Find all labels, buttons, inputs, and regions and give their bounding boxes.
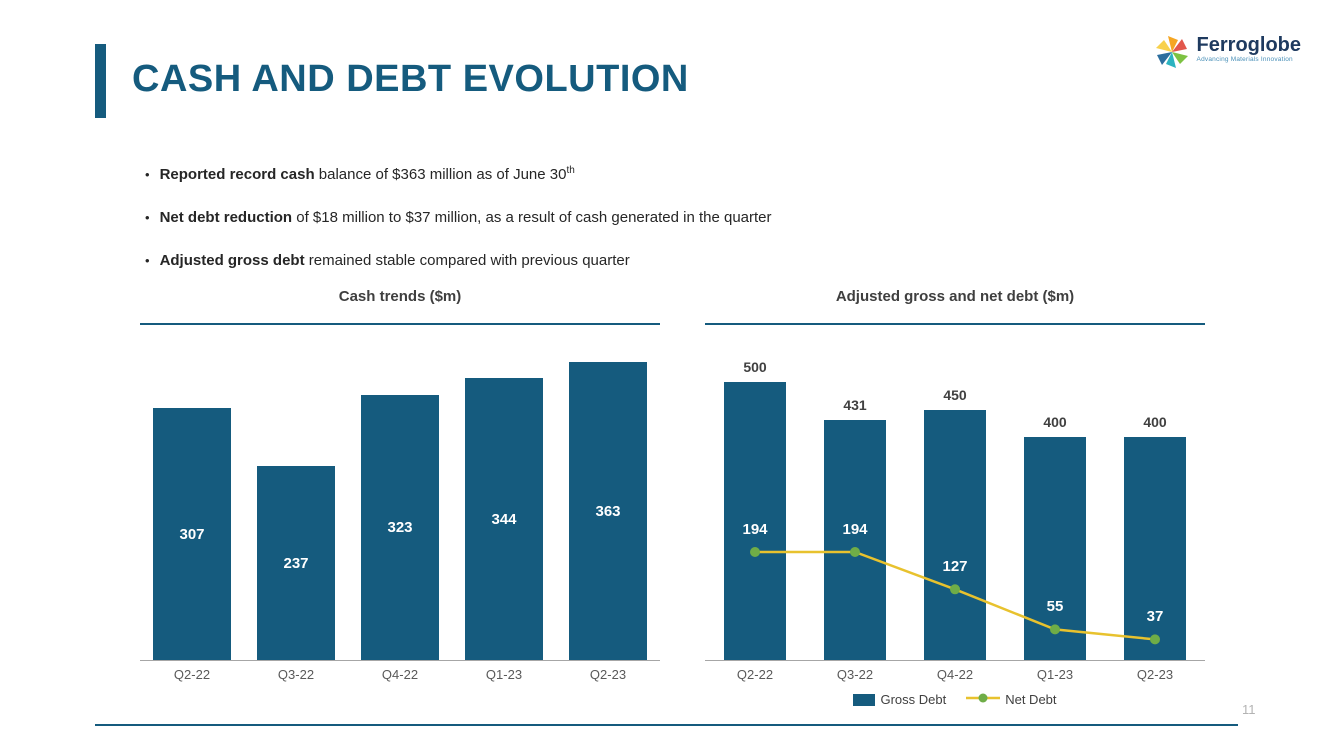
chart-title-underline [140,323,660,325]
line-value-label: 194 [842,521,868,539]
bullet-text: balance of $363 million as of June 30 [314,166,567,183]
bullet-dot: • [145,167,150,182]
x-axis-tick-label: Q3-22 [277,667,315,682]
x-axis-tick-label: Q2-23 [1136,667,1174,682]
line-value-label: 37 [1146,608,1164,626]
logo-tagline: Advancing Materials Innovation [1196,56,1293,63]
bar-column: 237 [257,466,335,660]
bar-value-label: 363 [595,502,621,520]
x-axis-tick-label: Q2-22 [173,667,211,682]
bar-column: 450 [924,387,986,660]
bar: 237 [257,466,335,660]
title-accent-bar [95,44,106,118]
bullet-item: • Net debt reduction of $18 million to $3… [145,209,1125,226]
page-title: CASH AND DEBT EVOLUTION [132,58,689,100]
gross-debt-swatch-icon [853,693,876,706]
logo-name: Ferroglobe [1196,34,1301,56]
bar-value-label: 431 [843,397,867,413]
bullet-text: of $18 million to $37 million, as a resu… [292,209,772,226]
bar: 307 [153,408,231,660]
x-axis-tick-label: Q3-22 [836,667,874,682]
bullet-superscript: th [566,165,575,176]
bar-value-label: 450 [943,387,967,403]
bullet-list: • Reported record cash balance of $363 mi… [145,162,1125,295]
bar-value-label: 400 [1143,414,1167,430]
bar: 363 [569,362,647,660]
x-axis-tick-label: Q2-23 [589,667,627,682]
cash-trends-chart-title: Cash trends ($m) [338,288,462,305]
ferroglobe-logo: Ferroglobe Advancing Materials Innovatio… [1154,34,1301,75]
ferroglobe-logo-icon [1154,34,1190,75]
bar-value-label: 500 [743,359,767,375]
bar: 323 [361,395,439,660]
bar [824,420,886,660]
page-number: 11 [1242,702,1256,717]
x-axis-tick-label: Q1-23 [1036,667,1074,682]
bar-value-label: 323 [387,519,413,536]
bar [1124,437,1186,660]
bar-value-label: 344 [491,510,517,528]
bar-column: 323 [361,395,439,660]
chart-title-underline [705,323,1205,325]
legend-item-net-debt: Net Debt [966,692,1057,707]
bar-column: 363 [569,362,647,660]
debt-chart-title: Adjusted gross and net debt ($m) [835,288,1075,305]
legend-label: Gross Debt [880,692,947,707]
gross-net-debt-chart: 500 431 450 400 400 194 194 127 55 37 [705,340,1205,661]
x-axis-tick-label: Q4-22 [936,667,974,682]
bullet-bold-text: Adjusted gross debt [159,252,305,269]
bar-column: 307 [153,408,231,660]
bullet-item: • Reported record cash balance of $363 mi… [145,162,1125,183]
bullet-bold-text: Reported record cash [159,166,315,183]
bar-value-label: 400 [1043,414,1067,430]
x-axis-tick-label: Q4-22 [381,667,419,682]
bar-column: 400 [1024,414,1086,660]
bullet-text: remained stable compared with previous q… [304,252,630,269]
bullet-dot: • [145,210,150,225]
bar-value-label: 307 [179,525,205,543]
bar-column: 344 [465,378,543,660]
cash-trends-x-axis: Q2-22 Q3-22 Q4-22 Q1-23 Q2-23 [140,667,660,682]
line-value-label: 194 [742,521,768,539]
cash-trends-chart: 307 237 323 344 363 [140,340,660,661]
bar [1024,437,1086,660]
line-value-label: 55 [1046,598,1064,616]
legend-item-gross-debt: Gross Debt [853,692,946,707]
bar-column: 500 [724,359,786,660]
bar [924,410,986,660]
x-axis-tick-label: Q2-22 [736,667,774,682]
bar-value-label: 237 [283,554,309,572]
bar: 344 [465,378,543,660]
net-debt-line-icon [966,692,1001,707]
line-value-label: 127 [942,558,968,576]
bullet-bold-text: Net debt reduction [159,209,293,226]
debt-chart-legend: Gross Debt Net Debt [705,692,1205,707]
legend-label: Net Debt [1005,692,1057,707]
bullet-dot: • [145,253,150,268]
x-axis-tick-label: Q1-23 [485,667,523,682]
bullet-item: • Adjusted gross debt remained stable com… [145,252,1125,269]
debt-chart-x-axis: Q2-22 Q3-22 Q4-22 Q1-23 Q2-23 [705,667,1205,682]
footer-divider [95,724,1238,726]
